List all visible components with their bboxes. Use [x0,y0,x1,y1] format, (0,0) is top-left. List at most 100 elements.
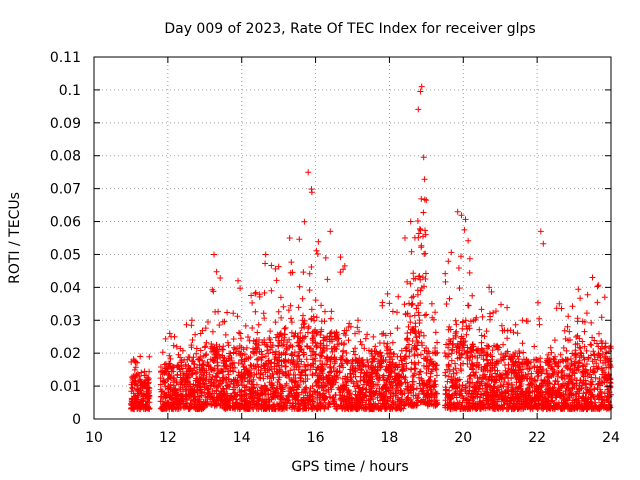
data-point [138,369,145,376]
data-point [581,328,588,335]
data-point [364,331,371,338]
data-point [558,368,565,375]
data-point [227,381,234,388]
data-point [240,370,247,377]
data-point [180,388,186,395]
data-point [259,391,266,397]
data-point [347,370,353,377]
data-point [391,370,398,377]
data-point [342,373,349,380]
data-point [217,275,224,281]
data-point [314,251,321,257]
data-point [417,88,424,95]
data-point [443,301,450,307]
data-point [391,350,397,357]
data-point [288,319,295,326]
data-point [268,381,275,388]
data-point [203,339,210,346]
data-point [271,392,277,399]
data-point [227,404,234,411]
data-point [432,329,439,336]
data-point [500,341,507,348]
data-point [296,283,303,290]
data-point [157,364,164,370]
data-point [569,303,576,310]
data-point [343,350,350,356]
data-point [275,362,282,369]
data-point [282,324,289,331]
data-point [422,270,429,277]
data-point [211,251,217,258]
data-point [318,375,325,382]
data-point [320,337,327,344]
data-point [307,366,314,373]
data-point [537,228,544,235]
data-point [216,351,222,358]
data-point [588,319,595,326]
data-point [295,366,302,373]
data-point [160,403,167,410]
data-point [163,365,170,371]
data-point [282,363,289,370]
data-point [283,372,290,378]
data-point [417,351,424,358]
data-point [299,317,306,324]
data-point [254,356,260,363]
data-point [394,325,401,332]
data-point [134,396,141,403]
data-point [208,341,215,347]
data-point [243,383,250,390]
data-point [146,353,153,360]
data-point [479,313,486,320]
data-point [258,348,265,355]
data-point [183,391,190,398]
data-point [330,400,337,407]
chart-title: Day 009 of 2023, Rate Of TEC Index for r… [164,21,535,37]
data-point [307,385,314,392]
data-point [247,354,254,361]
data-point [195,381,202,388]
data-point [255,321,262,328]
data-point [446,295,453,302]
data-point [177,354,184,361]
data-point [240,393,247,400]
data-point [330,364,337,371]
data-point [255,397,262,404]
x-tick-label: 22 [528,430,546,446]
data-point [142,406,149,413]
data-point [144,377,151,384]
data-point [380,402,387,408]
data-point [308,186,315,193]
data-point [327,377,334,384]
data-point [328,345,335,352]
data-point [202,399,208,406]
data-point [354,397,361,403]
data-point [504,335,511,342]
data-point [225,376,232,383]
data-point [335,374,341,381]
data-point [261,382,268,389]
data-point [241,351,248,358]
data-point [265,397,272,404]
data-point [335,341,342,348]
data-point [276,400,283,407]
data-point [378,353,385,360]
data-point [262,251,269,258]
data-point [188,344,195,351]
data-point [314,372,321,379]
data-point [365,374,372,381]
data-point [179,347,186,354]
data-point [398,373,405,380]
data-point [235,277,241,284]
data-point [407,313,413,320]
data-point [254,387,261,394]
data-point [319,367,326,373]
data-point [588,342,595,349]
data-point [323,373,330,380]
data-point [208,402,215,408]
data-point [238,344,245,351]
data-point [282,351,289,357]
data-point [281,325,288,332]
data-point [197,330,204,337]
